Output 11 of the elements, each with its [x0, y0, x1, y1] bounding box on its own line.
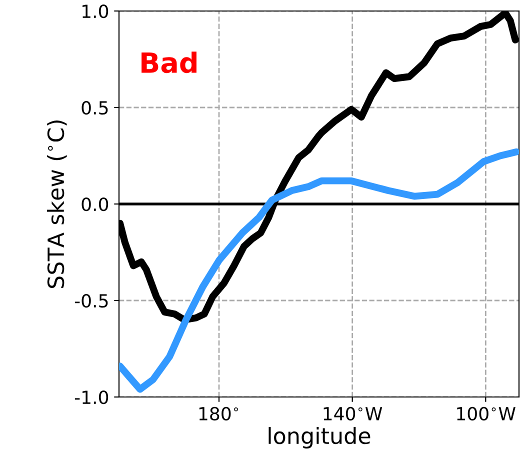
y-tick-label: -0.5 [74, 294, 108, 308]
annotation: Bad [142, 52, 196, 74]
y-tick-label: 1.0 [82, 4, 108, 18]
x-axis-title: longitude [268, 426, 370, 448]
y-tick-label: 0.5 [82, 100, 108, 115]
x-tick-label: 100$^{∘}$W [457, 406, 516, 421]
y-tick-label: -1.0 [74, 390, 108, 404]
y-axis-title: SSTA skew ($^{∘}$C) [46, 120, 67, 288]
x-tick-label: 140$^{∘}$W [324, 406, 382, 421]
y-tick-label: 0.0 [82, 197, 108, 212]
x-tick-label: 180$^{∘}$ [199, 406, 238, 421]
